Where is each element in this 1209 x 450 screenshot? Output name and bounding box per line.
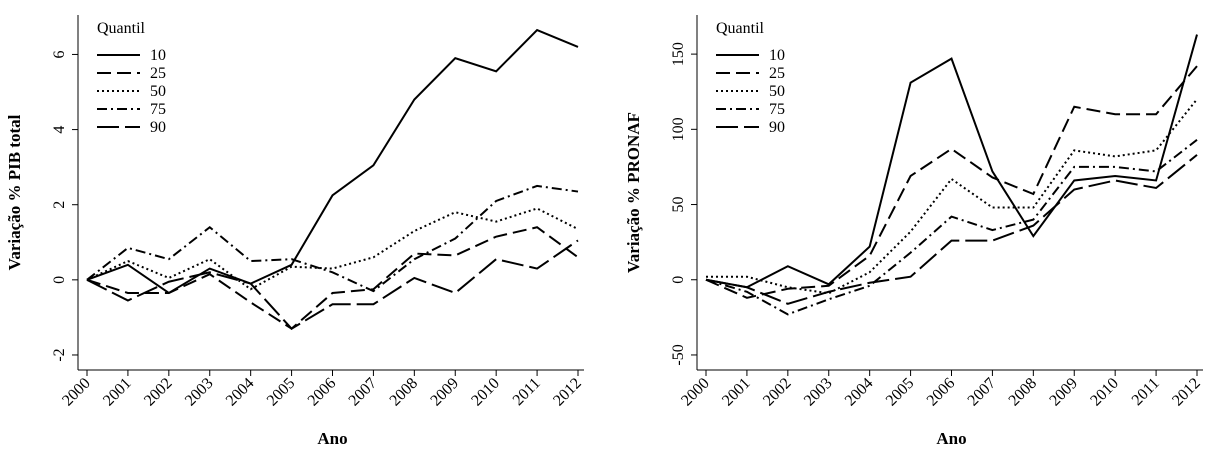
legend-title: Quantil — [97, 20, 146, 37]
legend-label: 10 — [769, 47, 785, 64]
y-tick-label: 0 — [670, 276, 687, 284]
x-tick-label: 2006 — [305, 375, 340, 410]
legend-label: 25 — [769, 65, 785, 82]
x-tick-label: 2009 — [1046, 375, 1081, 410]
series-line — [705, 154, 1198, 305]
y-tick-label: 4 — [51, 126, 68, 134]
x-tick-label: 2002 — [760, 375, 795, 410]
x-tick-label: 2000 — [59, 375, 94, 410]
y-tick-label: 50 — [670, 197, 687, 213]
legend-label: 90 — [150, 119, 166, 136]
x-tick-label: 2005 — [883, 375, 918, 410]
x-tick-label: 2007 — [346, 375, 381, 410]
series-line — [705, 139, 1198, 316]
x-tick-label: 2008 — [387, 375, 422, 410]
x-tick-label: 2004 — [223, 375, 258, 410]
x-tick-label: 2005 — [264, 375, 299, 410]
y-axis-title: Variação % PIB total — [5, 114, 24, 270]
x-tick-label: 2012 — [550, 375, 585, 410]
x-tick-label: 2001 — [719, 375, 754, 410]
x-tick-label: 2003 — [801, 375, 836, 410]
legend-label: 50 — [769, 83, 785, 100]
x-axis-title: Ano — [936, 429, 966, 448]
y-tick-label: 150 — [670, 42, 687, 66]
y-axis-title: Variação % PRONAF — [624, 112, 643, 273]
series-line — [86, 184, 579, 293]
y-tick-label: 100 — [670, 117, 687, 141]
series-line — [86, 207, 579, 291]
series-line — [86, 239, 579, 330]
x-tick-label: 2012 — [1169, 375, 1204, 410]
x-tick-label: 2007 — [965, 375, 1000, 410]
series-line — [705, 34, 1198, 289]
x-tick-label: 2009 — [427, 375, 462, 410]
y-tick-label: 0 — [51, 276, 68, 284]
legend-label: 90 — [769, 119, 785, 136]
x-tick-label: 2004 — [842, 375, 877, 410]
x-tick-label: 2011 — [510, 375, 544, 409]
series-line — [86, 226, 579, 330]
x-tick-label: 2002 — [141, 375, 176, 410]
x-tick-label: 2010 — [1087, 375, 1122, 410]
series-line — [705, 65, 1198, 299]
y-tick-label: 2 — [51, 201, 68, 209]
legend-label: 25 — [150, 65, 166, 82]
x-tick-label: 2011 — [1129, 375, 1163, 409]
legend-label: 75 — [769, 101, 785, 118]
legend-label: 10 — [150, 47, 166, 64]
x-tick-label: 2008 — [1006, 375, 1041, 410]
x-tick-label: 2000 — [678, 375, 713, 410]
x-tick-label: 2001 — [100, 375, 135, 410]
y-tick-label: 6 — [51, 50, 68, 58]
x-tick-label: 2006 — [924, 375, 959, 410]
x-tick-label: 2003 — [182, 375, 217, 410]
x-axis-title: Ano — [317, 429, 347, 448]
legend-label: 50 — [150, 83, 166, 100]
legend-title: Quantil — [716, 20, 765, 37]
y-tick-label: -2 — [51, 348, 68, 361]
x-tick-label: 2010 — [468, 375, 503, 410]
legend-label: 75 — [150, 101, 166, 118]
y-tick-label: -50 — [670, 344, 687, 365]
